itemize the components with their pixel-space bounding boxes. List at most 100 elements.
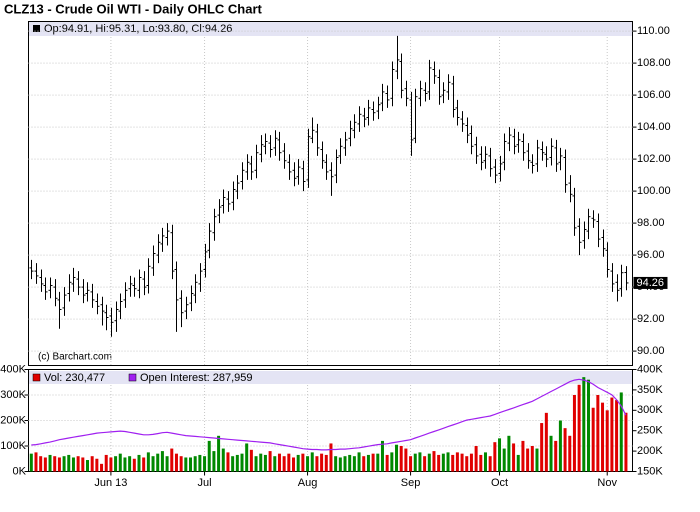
x-tick-label: Sep [401, 477, 421, 489]
volume-bar [460, 453, 464, 472]
volume-bar [29, 453, 33, 472]
volume-bar [48, 454, 52, 472]
volume-bar [455, 452, 459, 472]
volume-bar [530, 446, 534, 472]
y-tick-label: 106.00 [637, 89, 671, 101]
y2-tick-label: 300K [637, 404, 663, 416]
volume-bar [156, 453, 160, 472]
volume-bar [493, 442, 497, 472]
volume-bar [451, 454, 455, 472]
y-tick-label: 102.00 [637, 153, 671, 165]
volume-bar [249, 449, 253, 472]
volume-bar [301, 453, 305, 472]
legend-swatch [128, 373, 137, 382]
volume-bar [259, 453, 263, 472]
volume-bar [399, 446, 403, 472]
volume-bar [526, 448, 530, 472]
volume-bar [231, 456, 235, 472]
y-tick-label: 300K [0, 389, 26, 401]
y-tick-label: 200K [0, 414, 26, 426]
volume-bar [521, 440, 525, 472]
volume-bar [395, 444, 399, 472]
legend-text: Open Interest: 287,959 [140, 372, 253, 384]
volume-bar [296, 454, 300, 472]
volume-bar [292, 457, 296, 472]
volume-bar [334, 456, 338, 472]
volume-bar [212, 451, 216, 472]
volume-bar [277, 453, 281, 472]
price-panel [28, 21, 633, 366]
volume-bar [362, 456, 366, 472]
volume-bar [591, 407, 595, 472]
volume-bar [423, 456, 427, 472]
volume-bar [516, 454, 520, 472]
volume-bar [502, 448, 506, 472]
volume-bar [479, 454, 483, 472]
volume-bar [474, 446, 478, 472]
volume-bar [118, 453, 122, 472]
volume-bar [498, 438, 502, 472]
volume-bar [114, 456, 118, 472]
volume-bar [306, 456, 310, 472]
volume-bar [85, 460, 89, 472]
volume-bar [465, 456, 469, 472]
volume-bar [71, 457, 75, 472]
volume-bar [254, 456, 258, 472]
x-tick-label: Nov [597, 477, 617, 489]
volume-bar [352, 456, 356, 472]
y-tick-label: 400K [0, 363, 26, 375]
volume-bar [418, 452, 422, 472]
volume-bar [483, 452, 487, 472]
volume-bar [67, 454, 71, 472]
volume-bar [615, 400, 619, 472]
y-tick-label: 110.00 [637, 25, 670, 37]
volume-bar [57, 457, 61, 472]
open-interest-line [31, 378, 627, 451]
volume-bar [409, 456, 413, 472]
volume-bar [189, 457, 193, 472]
volume-bar [324, 454, 328, 472]
volume-bar [601, 402, 605, 472]
last-price-label: 94.26 [637, 277, 665, 289]
volume-bar [39, 456, 43, 472]
chart-title: CLZ13 - Crude Oil WTI - Daily OHLC Chart [4, 1, 263, 16]
volume-bar [226, 452, 230, 472]
legend: Op:94.91, Hi:95.31, Lo:93.80, Cl:94.26 V… [32, 23, 253, 384]
volume-bar [142, 457, 146, 472]
volume-bar [170, 448, 174, 472]
y-tick-label: 100K [0, 440, 26, 452]
volume-bar [371, 453, 375, 472]
volume-bar [390, 452, 394, 472]
legend-text: Vol: 230,477 [44, 372, 105, 384]
y-tick-label: 98.00 [637, 217, 665, 229]
volume-bar [582, 377, 586, 472]
y-tick-label: 100.00 [637, 185, 671, 197]
volume-bar [376, 453, 380, 472]
y-tick-label: 90.00 [637, 345, 665, 357]
volume-bar [605, 410, 609, 472]
volume-bar [132, 458, 136, 472]
volume-bar [34, 452, 38, 472]
volume-bar [572, 395, 576, 472]
volume-bar [619, 392, 623, 472]
volume-bar [413, 453, 417, 472]
volume-bar [568, 435, 572, 472]
x-tick-label: Oct [491, 477, 508, 489]
x-tick-label: Jun 13 [94, 477, 127, 489]
volume-bar [123, 457, 127, 472]
y2-tick-label: 200K [637, 445, 663, 457]
volume-bar [366, 454, 370, 472]
volume-bar [221, 448, 225, 472]
volume-bar [76, 456, 80, 472]
volume-bar [207, 440, 211, 472]
volume-bar [544, 412, 548, 472]
volume-bar [446, 452, 450, 472]
volume-bar [184, 457, 188, 472]
volume-bar [432, 451, 436, 472]
volume-bar [62, 456, 66, 472]
y2-tick-label: 350K [637, 384, 663, 396]
volume-bar [90, 456, 94, 472]
volume-bar [245, 443, 249, 472]
volume-bar [282, 456, 286, 472]
